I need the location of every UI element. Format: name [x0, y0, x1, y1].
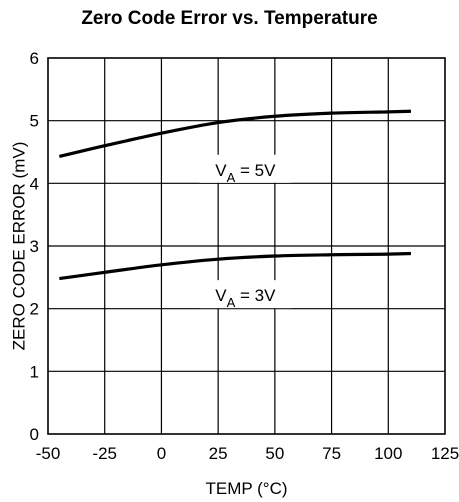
tick-labels: -50 -25 0 25 50 75 100 125 0 1 2 3 4 5 6 — [30, 49, 459, 463]
y-axis-label: ZERO CODE ERROR (mV) — [9, 142, 28, 351]
x-axis-label: TEMP (°C) — [205, 479, 287, 498]
y-tick-label: 6 — [30, 49, 39, 68]
x-tick-label: -25 — [92, 444, 117, 463]
x-tick-label: 0 — [157, 444, 166, 463]
series-label-va-5v: VA = 5V — [215, 161, 276, 185]
x-tick-label: 75 — [322, 444, 341, 463]
series-labels: VA = 5V VA = 3V — [199, 154, 292, 310]
series-line-va-3v — [59, 251, 412, 281]
y-tick-label: 2 — [30, 300, 39, 319]
y-tick-label: 0 — [30, 425, 39, 444]
series-label-va-3v: VA = 3V — [215, 286, 276, 310]
series-label-background — [199, 280, 292, 309]
series-label-background — [199, 154, 292, 183]
x-tick-label: 125 — [431, 444, 459, 463]
y-tick-label: 5 — [30, 112, 39, 131]
x-tick-label: -50 — [36, 444, 61, 463]
chart-title: Zero Code Error vs. Temperature — [81, 8, 378, 29]
grid — [48, 58, 445, 434]
plot-frame — [47, 57, 446, 435]
x-tick-label: 100 — [374, 444, 402, 463]
y-tick-label: 1 — [30, 362, 39, 381]
x-tick-label: 50 — [265, 444, 284, 463]
y-tick-label: 4 — [30, 174, 39, 193]
series-lines — [58, 109, 412, 281]
series-line-va-5v — [58, 109, 412, 158]
x-tick-label: 25 — [209, 444, 228, 463]
y-tick-label: 3 — [30, 237, 39, 256]
